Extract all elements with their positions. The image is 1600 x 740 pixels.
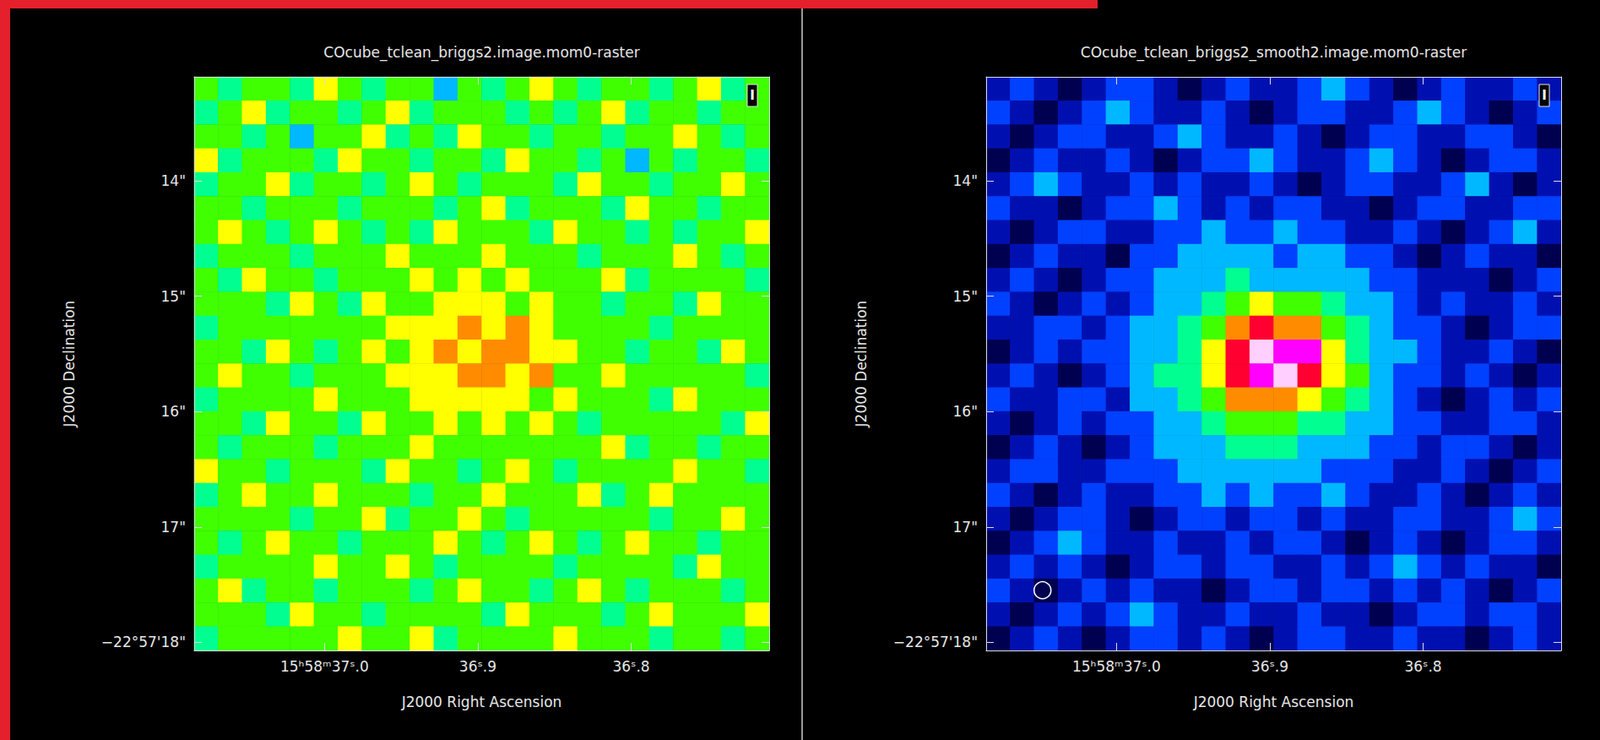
svg-text:I: I	[749, 87, 755, 104]
svg-text:14": 14"	[953, 172, 978, 190]
svg-text:I: I	[1541, 87, 1547, 104]
svg-text:17": 17"	[953, 518, 978, 536]
svg-text:15ʰ58ᵐ37ˢ.0: 15ʰ58ᵐ37ˢ.0	[1072, 657, 1161, 675]
svg-text:COcube_tclean_briggs2.image.mo: COcube_tclean_briggs2.image.mom0-raster	[323, 43, 640, 62]
svg-text:17": 17"	[161, 518, 186, 536]
svg-text:15": 15"	[161, 287, 186, 305]
svg-text:−22°57'18": −22°57'18"	[893, 633, 978, 651]
svg-text:J2000 Right Ascension: J2000 Right Ascension	[401, 693, 563, 711]
svg-text:36ˢ.8: 36ˢ.8	[1404, 657, 1442, 675]
svg-text:36ˢ.9: 36ˢ.9	[459, 657, 497, 675]
svg-text:COcube_tclean_briggs2_smooth2.: COcube_tclean_briggs2_smooth2.image.mom0…	[1080, 43, 1467, 62]
svg-text:36ˢ.9: 36ˢ.9	[1251, 657, 1289, 675]
svg-text:J2000 Declination: J2000 Declination	[60, 300, 78, 429]
svg-text:J2000 Right Ascension: J2000 Right Ascension	[1193, 693, 1355, 711]
svg-text:36ˢ.8: 36ˢ.8	[612, 657, 650, 675]
svg-text:J2000 Declination: J2000 Declination	[852, 300, 870, 429]
svg-text:15": 15"	[953, 287, 978, 305]
svg-text:16": 16"	[161, 402, 186, 420]
svg-text:16": 16"	[953, 402, 978, 420]
svg-text:14": 14"	[161, 172, 186, 190]
svg-text:−22°57'18": −22°57'18"	[101, 633, 186, 651]
svg-text:15ʰ58ᵐ37ˢ.0: 15ʰ58ᵐ37ˢ.0	[280, 657, 369, 675]
